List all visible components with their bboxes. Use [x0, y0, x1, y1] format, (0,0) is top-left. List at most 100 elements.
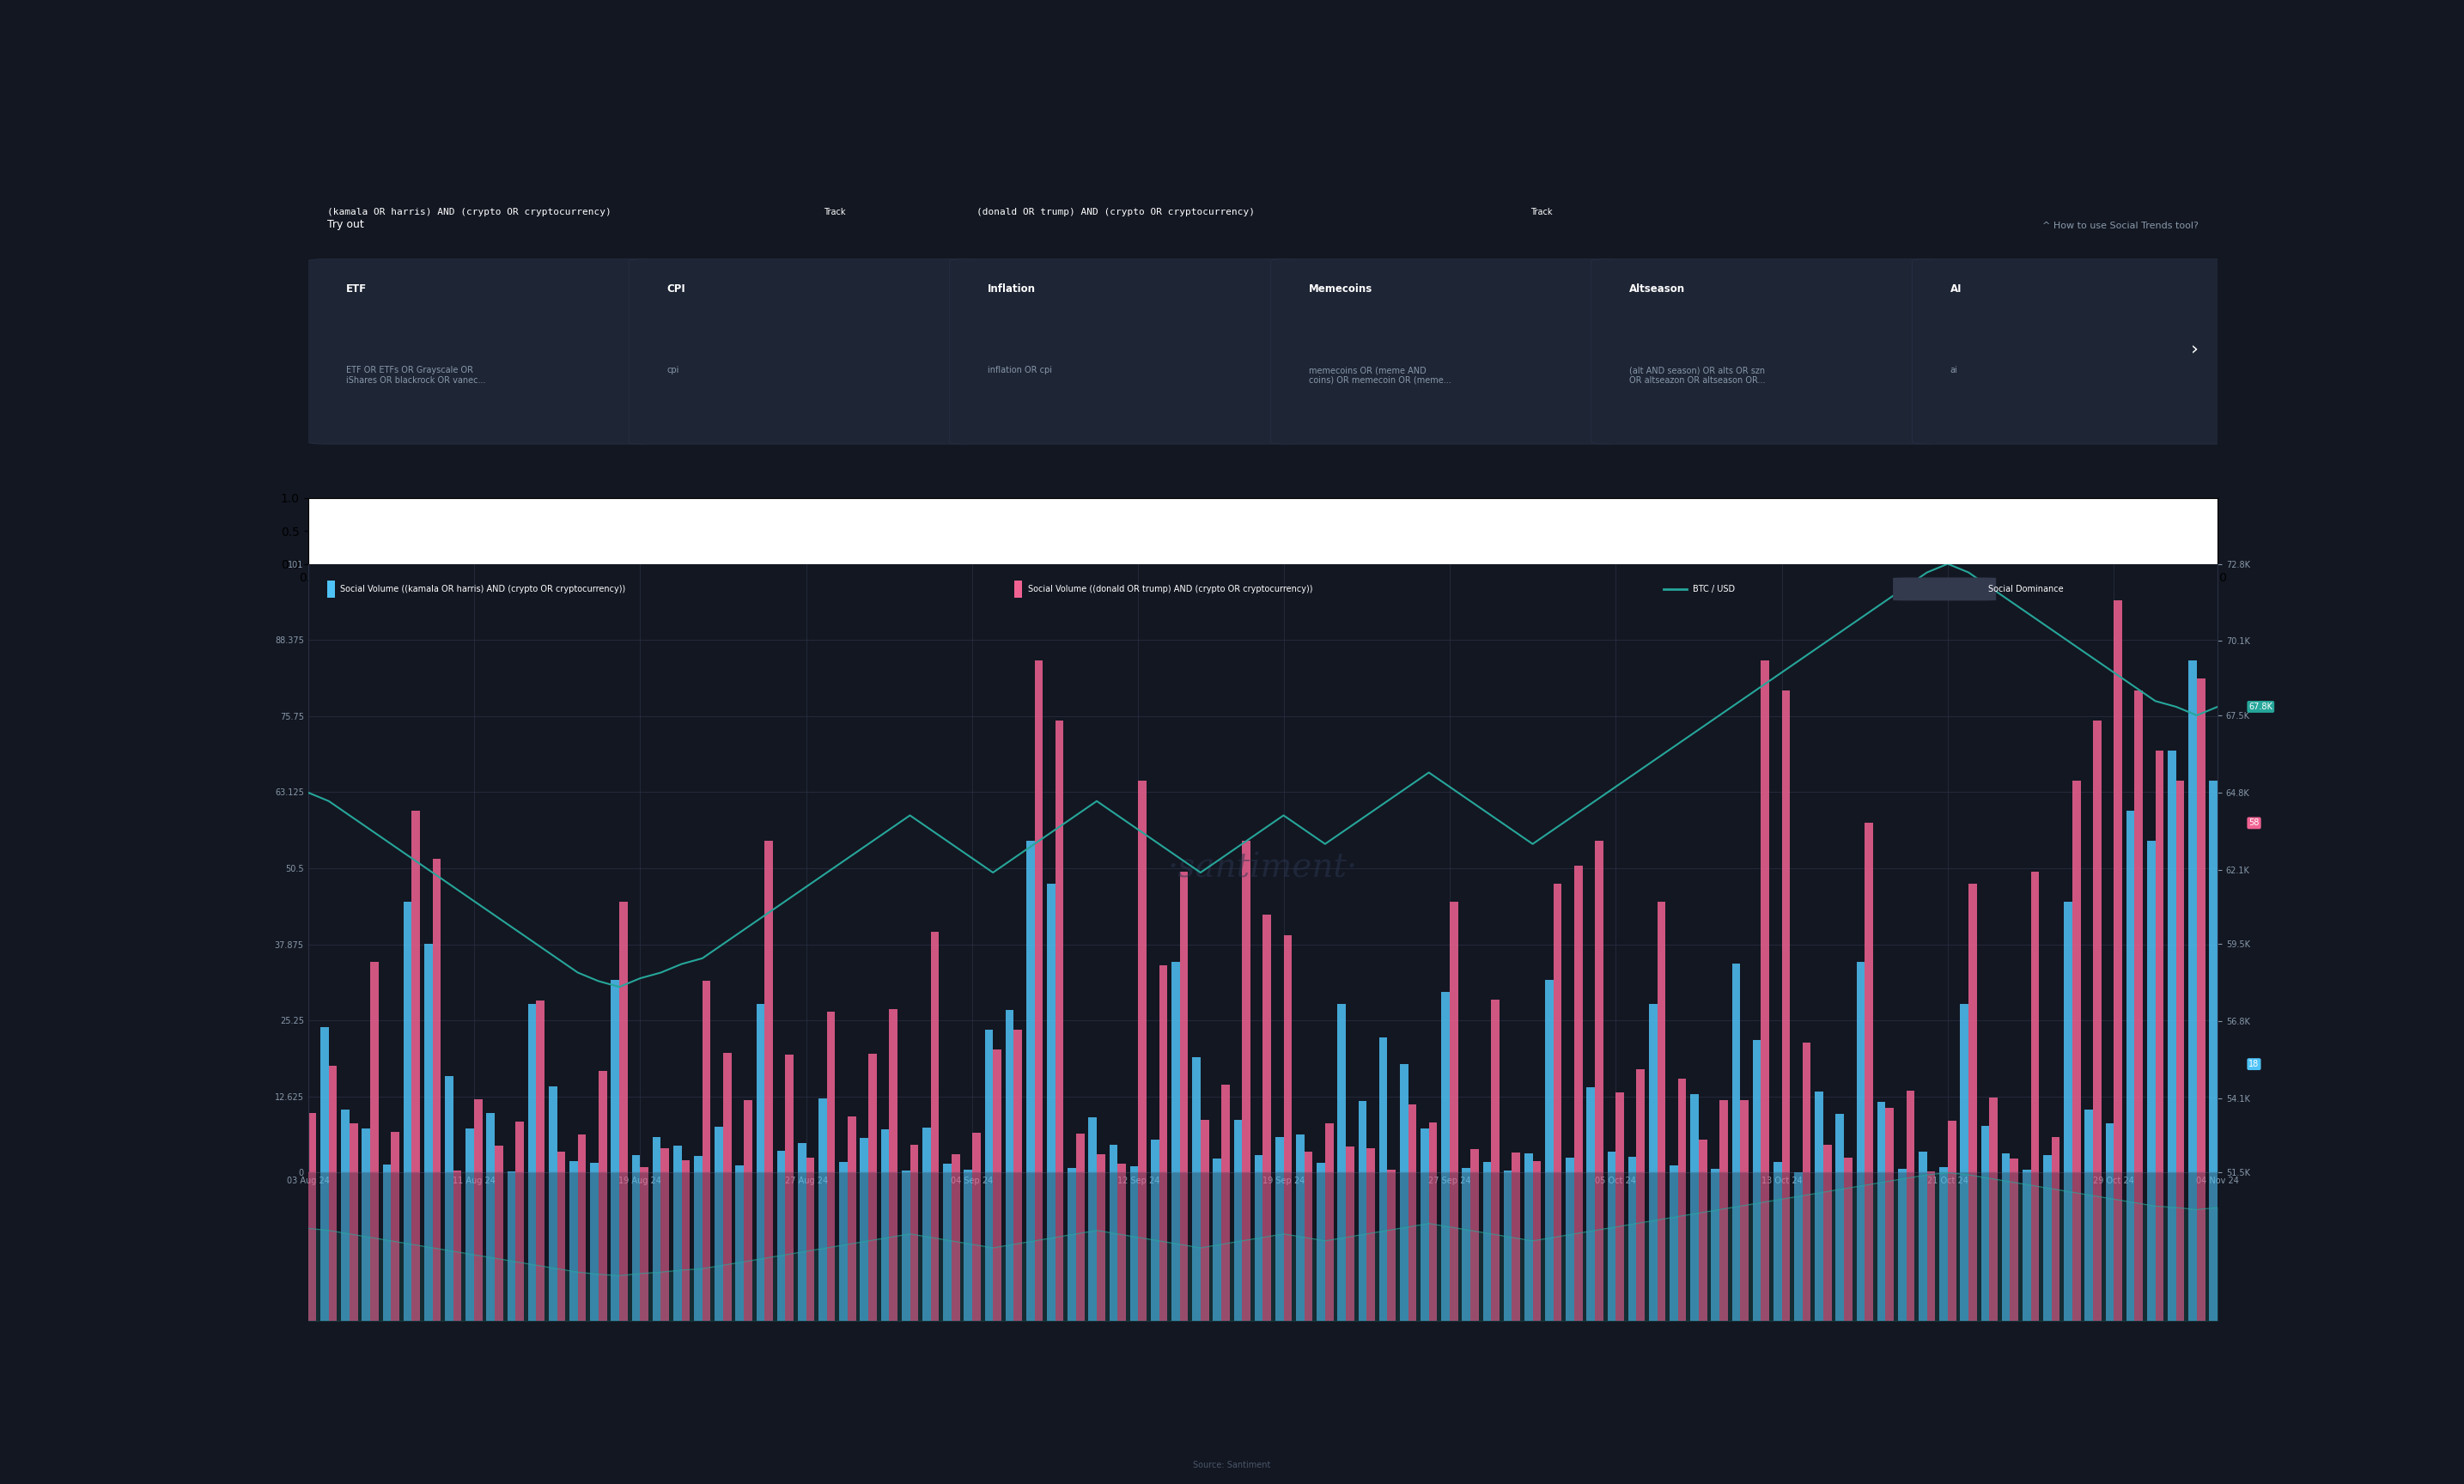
Bar [1262, 914, 1271, 1172]
Bar [1919, 956, 1927, 1321]
Bar [1358, 1101, 1368, 1172]
Bar [993, 922, 1000, 1321]
Bar [1774, 1162, 1781, 1172]
Bar [2198, 678, 2205, 1172]
FancyBboxPatch shape [1254, 516, 1377, 546]
Bar [2134, 690, 2144, 1172]
Text: Social Volume: Social Volume [328, 525, 411, 537]
Bar [2146, 852, 2156, 1321]
Bar [611, 979, 618, 1172]
Bar [902, 962, 909, 1321]
Bar [1316, 960, 1326, 1321]
Bar [902, 1171, 909, 1172]
Bar [1781, 803, 1789, 1321]
Bar [931, 883, 939, 1321]
Bar [951, 957, 961, 1321]
Bar [473, 1100, 483, 1172]
Bar [1836, 1113, 1843, 1172]
Bar [1552, 883, 1562, 1172]
Bar [537, 1000, 545, 1172]
Bar [1422, 1129, 1429, 1172]
Bar [328, 928, 338, 1321]
Bar [370, 962, 379, 1172]
Bar [591, 1163, 599, 1172]
Bar [1368, 1149, 1375, 1172]
Bar [1461, 962, 1471, 1321]
Bar [1015, 580, 1023, 598]
FancyBboxPatch shape [1892, 577, 1996, 601]
Bar [1055, 721, 1064, 1172]
Bar [515, 1122, 525, 1172]
Bar [660, 1149, 670, 1172]
Bar [382, 960, 392, 1321]
Bar [756, 1003, 764, 1172]
Bar [434, 859, 441, 1172]
Bar [786, 923, 793, 1321]
Text: memecoins OR (meme AND
coins) OR memecoin OR (meme...: memecoins OR (meme AND coins) OR memecoi… [1308, 367, 1451, 384]
Bar [1212, 957, 1222, 1321]
Bar [1471, 954, 1478, 1321]
Bar [515, 945, 525, 1321]
Bar [308, 942, 315, 1321]
Bar [1513, 1153, 1520, 1172]
Bar [1222, 933, 1230, 1321]
FancyBboxPatch shape [1592, 260, 1942, 444]
Bar [1804, 919, 1811, 1321]
Bar [308, 1113, 315, 1172]
Bar [1254, 1155, 1262, 1172]
Bar [683, 959, 690, 1321]
Bar [1284, 884, 1291, 1321]
Bar [549, 1086, 557, 1172]
Text: (donald OR trump) AND (crypto OR cryptocurrency): (donald OR trump) AND (crypto OR cryptoc… [976, 208, 1254, 217]
Bar [2085, 1110, 2092, 1172]
Bar [1234, 1120, 1242, 1172]
Bar [1441, 991, 1449, 1172]
Bar [1616, 936, 1624, 1321]
Bar [1119, 1163, 1126, 1172]
Bar [1067, 1168, 1077, 1172]
Bar [1345, 954, 1355, 1321]
Bar [1752, 919, 1762, 1321]
Bar [1358, 939, 1368, 1321]
Bar [683, 1160, 690, 1172]
Bar [1296, 950, 1303, 1321]
Bar [867, 923, 877, 1321]
Bar [1678, 1079, 1685, 1172]
Text: 🔗 Copy link: 🔗 Copy link [1988, 527, 2040, 536]
Bar [798, 953, 806, 1321]
Bar [1961, 907, 1969, 1321]
Bar [973, 1132, 981, 1172]
Text: Altseason: Altseason [1629, 283, 1685, 295]
Bar [2168, 751, 2176, 1172]
Bar [1276, 951, 1284, 1321]
Bar [362, 1129, 370, 1172]
Bar [1035, 660, 1042, 1172]
Bar [1109, 953, 1119, 1321]
Bar [2085, 942, 2092, 1321]
Bar [673, 954, 683, 1321]
Bar [2011, 1159, 2018, 1172]
Bar [411, 810, 419, 1172]
Bar [1636, 928, 1646, 1321]
Bar [1276, 1137, 1284, 1172]
Bar [993, 1049, 1000, 1172]
Bar [370, 892, 379, 1321]
Bar [453, 962, 461, 1321]
Bar [1907, 935, 1915, 1321]
Bar [1471, 1149, 1478, 1172]
Bar [1013, 1030, 1023, 1172]
Bar [1513, 956, 1520, 1321]
Bar [2065, 901, 2072, 1172]
Bar [392, 950, 399, 1321]
Text: inflation OR cpi: inflation OR cpi [988, 367, 1052, 374]
Bar [2053, 1137, 2060, 1172]
Bar [411, 843, 419, 1321]
Bar [1969, 867, 1976, 1321]
Bar [2126, 810, 2134, 1172]
Bar [2156, 751, 2163, 1172]
Bar [1594, 852, 1604, 1321]
Bar [931, 932, 939, 1172]
Bar [569, 959, 579, 1321]
Bar [392, 1132, 399, 1172]
Bar [2072, 781, 2080, 1172]
